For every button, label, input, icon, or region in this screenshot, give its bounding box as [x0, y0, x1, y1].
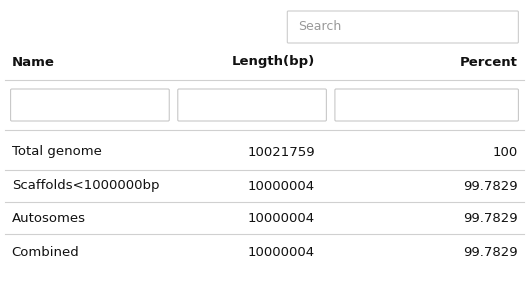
Text: 10000004: 10000004 [248, 245, 315, 258]
Text: 10000004: 10000004 [248, 179, 315, 192]
Text: Combined: Combined [12, 245, 79, 258]
FancyBboxPatch shape [11, 89, 169, 121]
Text: 10021759: 10021759 [247, 145, 315, 158]
Text: Length(bp): Length(bp) [232, 55, 315, 68]
Text: 100: 100 [492, 145, 517, 158]
Text: 99.7829: 99.7829 [463, 245, 517, 258]
Text: 99.7829: 99.7829 [463, 179, 517, 192]
Text: Scaffolds<1000000bp: Scaffolds<1000000bp [12, 179, 159, 192]
Text: Search: Search [298, 20, 342, 33]
Text: Total genome: Total genome [12, 145, 102, 158]
Text: 99.7829: 99.7829 [463, 211, 517, 224]
Text: 10000004: 10000004 [248, 211, 315, 224]
FancyBboxPatch shape [178, 89, 326, 121]
FancyBboxPatch shape [287, 11, 518, 43]
Text: Autosomes: Autosomes [12, 211, 86, 224]
FancyBboxPatch shape [335, 89, 518, 121]
Text: Percent: Percent [460, 55, 517, 68]
Text: Name: Name [12, 55, 54, 68]
